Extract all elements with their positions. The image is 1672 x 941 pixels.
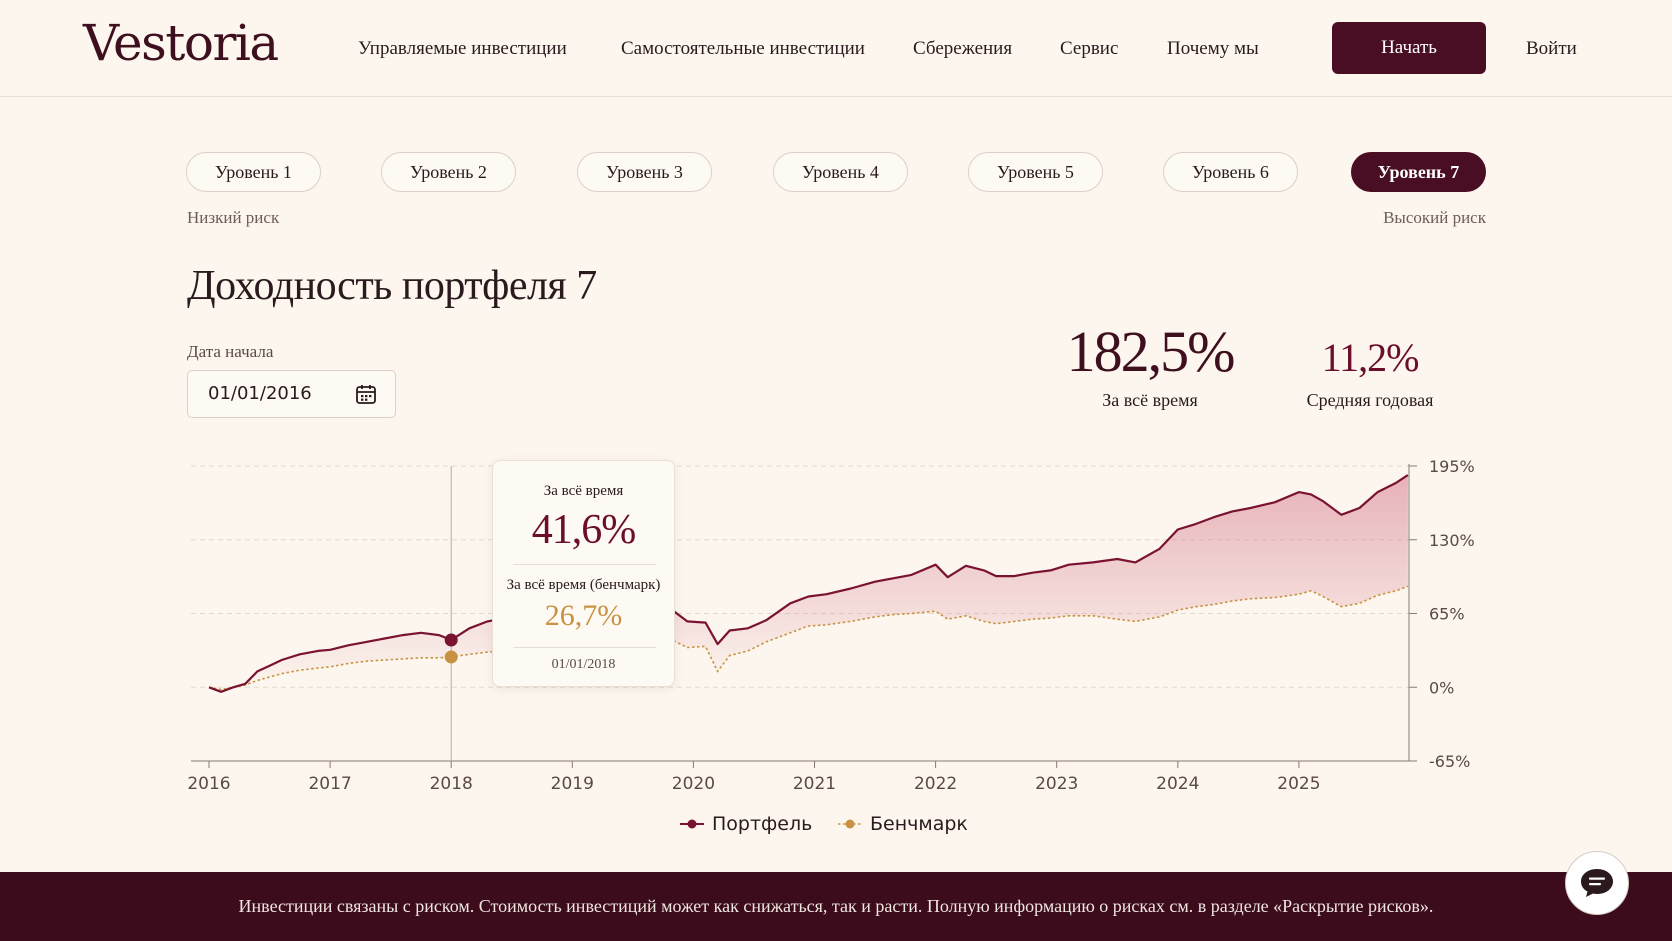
level-4-button[interactable]: Уровень 4 <box>773 152 908 192</box>
annual-return-value: 11,2% <box>1321 335 1420 380</box>
x-tick-label: 2022 <box>914 774 957 794</box>
total-return-value: 182,5% <box>1066 319 1236 384</box>
level-5-button[interactable]: Уровень 5 <box>968 152 1103 192</box>
nav-why-us[interactable]: Почему мы <box>1167 38 1259 59</box>
x-tick-label: 2020 <box>672 774 715 794</box>
legend-portfolio[interactable]: Портфель <box>680 813 812 835</box>
portfolio-legend-icon <box>680 819 704 829</box>
page-title: Доходность портфеля 7 <box>187 263 597 309</box>
benchmark-series-line <box>208 585 1409 691</box>
tooltip-divider <box>513 647 656 648</box>
start-button[interactable]: Начать <box>1332 22 1486 74</box>
x-tick-label: 2021 <box>793 774 836 794</box>
benchmark-legend-icon <box>838 819 862 829</box>
start-date-label: Дата начала <box>187 342 274 361</box>
portfolio-area-fill <box>209 475 1408 692</box>
chat-bubble-icon <box>1581 869 1613 897</box>
level-2-button[interactable]: Уровень 2 <box>381 152 516 192</box>
level-6-button[interactable]: Уровень 6 <box>1163 152 1298 192</box>
nav-savings[interactable]: Сбережения <box>913 38 1013 59</box>
performance-chart[interactable]: 195% 130% 65% 0% -65% 2016 2017 2018 2019 2020 202… <box>0 0 1672 870</box>
nav-service[interactable]: Сервис <box>1060 38 1119 59</box>
logo[interactable]: Vestoria <box>83 14 279 72</box>
portfolio-series-line <box>208 474 1409 693</box>
tooltip-benchmark-value: 26,7% <box>544 599 623 632</box>
legend-portfolio-label: Портфель <box>712 813 813 835</box>
risk-disclaimer-text: Инвестиции связаны с риском. Стоимость и… <box>238 896 1434 916</box>
x-tick-label: 2017 <box>308 774 351 794</box>
legend-benchmark[interactable]: Бенчмарк <box>838 813 968 835</box>
high-risk-label: Высокий риск <box>1383 208 1486 227</box>
benchmark-hover-point <box>444 650 458 664</box>
y-tick-label: 130% <box>1429 531 1475 550</box>
y-tick-label: -65% <box>1429 752 1470 771</box>
risk-disclaimer-footer: Инвестиции связаны с риском. Стоимость и… <box>0 872 1672 941</box>
level-3-button[interactable]: Уровень 3 <box>577 152 712 192</box>
y-tick-label: 195% <box>1429 457 1475 476</box>
annual-return-label: Средняя годовая <box>1306 390 1434 410</box>
level-7-button[interactable]: Уровень 7 <box>1351 152 1486 192</box>
level-1-button[interactable]: Уровень 1 <box>186 152 321 192</box>
y-tick-label: 65% <box>1429 605 1465 624</box>
start-date-field[interactable] <box>187 370 396 418</box>
legend-benchmark-label: Бенчмарк <box>870 813 968 835</box>
x-tick-label: 2025 <box>1277 774 1320 794</box>
x-tick-label: 2016 <box>187 774 230 794</box>
nav-managed-investing[interactable]: Управляемые инвестиции <box>358 38 567 59</box>
tooltip-total-label: За всё время <box>543 483 624 499</box>
portfolio-hover-point <box>444 633 458 647</box>
login-link[interactable]: Войти <box>1526 38 1577 59</box>
start-date-input[interactable] <box>208 383 348 404</box>
low-risk-label: Низкий риск <box>187 208 280 227</box>
x-tick-label: 2018 <box>430 774 473 794</box>
tooltip-divider <box>513 564 656 565</box>
calendar-icon[interactable] <box>355 383 377 405</box>
total-return-label: За всё время <box>1102 390 1198 410</box>
x-tick-label: 2024 <box>1156 774 1199 794</box>
tooltip-benchmark-label: За всё время (бенчмарк) <box>506 577 661 593</box>
chart-tooltip: За всё время 41,6% За всё время (бенчмар… <box>492 460 675 687</box>
tooltip-total-value: 41,6% <box>531 507 637 553</box>
nav-self-investing[interactable]: Самостоятельные инвестиции <box>621 38 865 59</box>
y-tick-label: 0% <box>1429 678 1454 697</box>
x-tick-label: 2023 <box>1035 774 1078 794</box>
tooltip-date: 01/01/2018 <box>551 657 616 672</box>
site-header: Vestoria Управляемые инвестиции Самостоя… <box>0 0 1672 97</box>
x-tick-label: 2019 <box>551 774 594 794</box>
chat-button[interactable] <box>1565 851 1629 915</box>
